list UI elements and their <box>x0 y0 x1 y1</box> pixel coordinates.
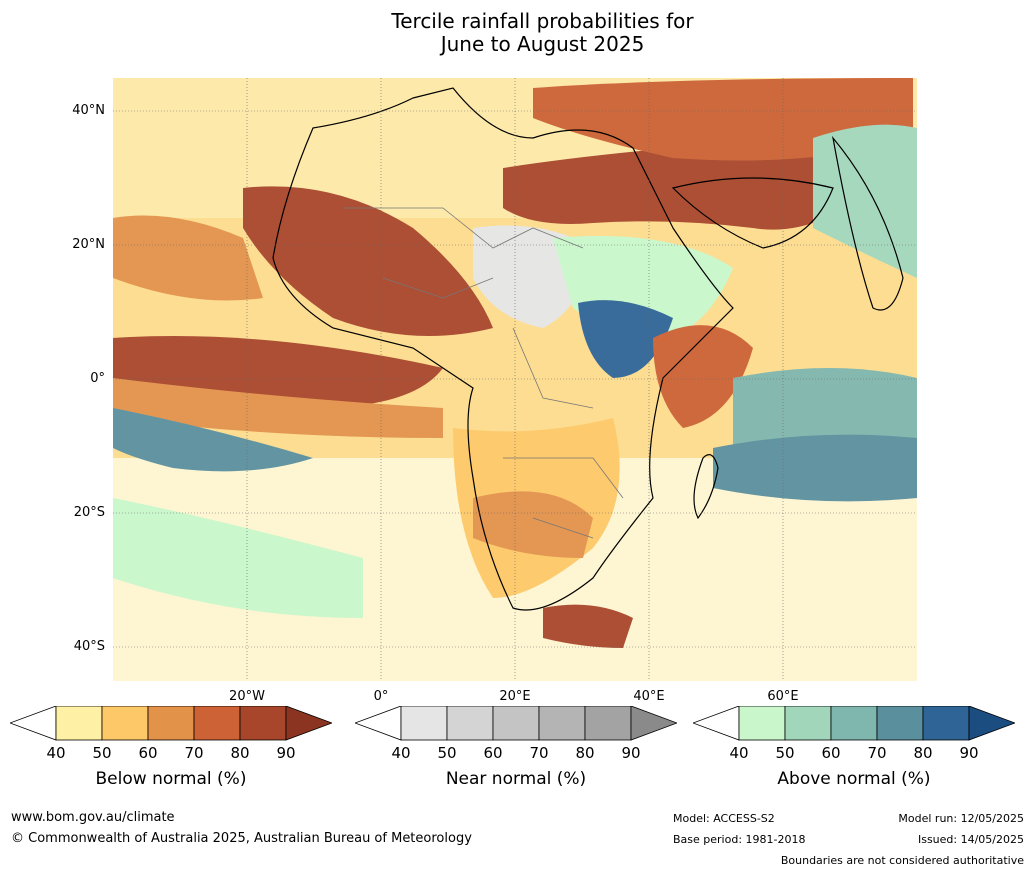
colorbar-segment <box>492 706 540 741</box>
colorbar-segment <box>784 706 832 741</box>
footer-issued: Issued: 14/05/2025 <box>917 833 1024 846</box>
lat-label-20n: 20°N <box>72 237 105 252</box>
lat-label-20s: 20°S <box>73 505 105 520</box>
colorbar-segment <box>584 706 632 741</box>
colorbar-segment <box>738 706 786 741</box>
colorbar-near-tick: 90 <box>621 744 641 762</box>
colorbar-above-tick: 90 <box>959 744 979 762</box>
colorbar-above-title: Above normal (%) <box>777 769 931 789</box>
colorbar-near-tick: 40 <box>391 744 411 762</box>
colorbar-below-tick: 40 <box>46 744 66 762</box>
footer-url[interactable]: www.bom.gov.au/climate <box>11 810 175 825</box>
colorbar-segment <box>400 706 448 741</box>
colorbar-extend-high <box>968 706 1015 741</box>
lat-label-equator: 0° <box>90 371 105 386</box>
colorbar-segment <box>446 706 494 741</box>
lon-label-0: 0° <box>373 689 389 704</box>
colorbar-above-tick: 40 <box>729 744 749 762</box>
title-line-2: June to August 2025 <box>440 32 645 56</box>
colorbar-below-tick: 70 <box>184 744 204 762</box>
colorbar-extend-high <box>630 706 677 741</box>
colorbar-segment <box>193 706 241 741</box>
colorbar-segment <box>538 706 586 741</box>
map-title: Tercile rainfall probabilities for June … <box>0 10 1035 56</box>
coastlines <box>272 87 904 611</box>
colorbar-segment <box>830 706 878 741</box>
country-boundaries <box>343 207 624 539</box>
colorbar-near-tick: 60 <box>483 744 503 762</box>
colorbar-above-tick: 60 <box>821 744 841 762</box>
colorbar-near-tick: 80 <box>575 744 595 762</box>
colorbar-below-tick: 90 <box>276 744 296 762</box>
colorbar-extend-low <box>10 706 57 741</box>
colorbar-above-normal <box>693 706 1015 741</box>
colorbar-segment <box>101 706 149 741</box>
title-line-1: Tercile rainfall probabilities for <box>391 9 694 33</box>
lon-label-20w: 20°W <box>229 689 265 704</box>
colorbar-near-title: Near normal (%) <box>445 769 587 789</box>
colorbar-below-normal <box>10 706 332 741</box>
colorbar-segment <box>147 706 195 741</box>
footer-model-run: Model run: 12/05/2025 <box>898 812 1024 825</box>
colorbar-near-tick: 50 <box>437 744 457 762</box>
colorbar-segment <box>922 706 970 741</box>
colorbar-segment <box>876 706 924 741</box>
footer-copyright: © Commonwealth of Australia 2025, Austra… <box>11 831 472 846</box>
colorbar-near-normal <box>355 706 677 741</box>
colorbar-extend-low <box>693 706 740 741</box>
colorbar-below-tick: 50 <box>92 744 112 762</box>
colorbar-below-tick: 80 <box>230 744 250 762</box>
lat-label-40s: 40°S <box>73 639 105 654</box>
footer-model: Model: ACCESS-S2 <box>673 812 775 825</box>
lon-label-60e: 60°E <box>767 689 799 704</box>
colorbar-below-tick: 60 <box>138 744 158 762</box>
colorbar-above-tick: 80 <box>913 744 933 762</box>
colorbar-segment <box>239 706 287 741</box>
colorbar-near-tick: 70 <box>529 744 549 762</box>
graticule <box>113 78 917 681</box>
lon-label-40e: 40°E <box>633 689 665 704</box>
colorbar-extend-low <box>355 706 402 741</box>
colorbar-segment <box>55 706 103 741</box>
colorbar-below-title: Below normal (%) <box>95 769 247 789</box>
colorbar-extend-high <box>285 706 332 741</box>
footer-disclaimer: Boundaries are not considered authoritat… <box>780 854 1024 867</box>
lon-label-20e: 20°E <box>499 689 531 704</box>
colorbar-above-tick: 70 <box>867 744 887 762</box>
lat-label-40n: 40°N <box>72 103 105 118</box>
rainfall-probability-map <box>113 78 917 681</box>
footer-base-period: Base period: 1981-2018 <box>673 833 806 846</box>
colorbar-above-tick: 50 <box>775 744 795 762</box>
